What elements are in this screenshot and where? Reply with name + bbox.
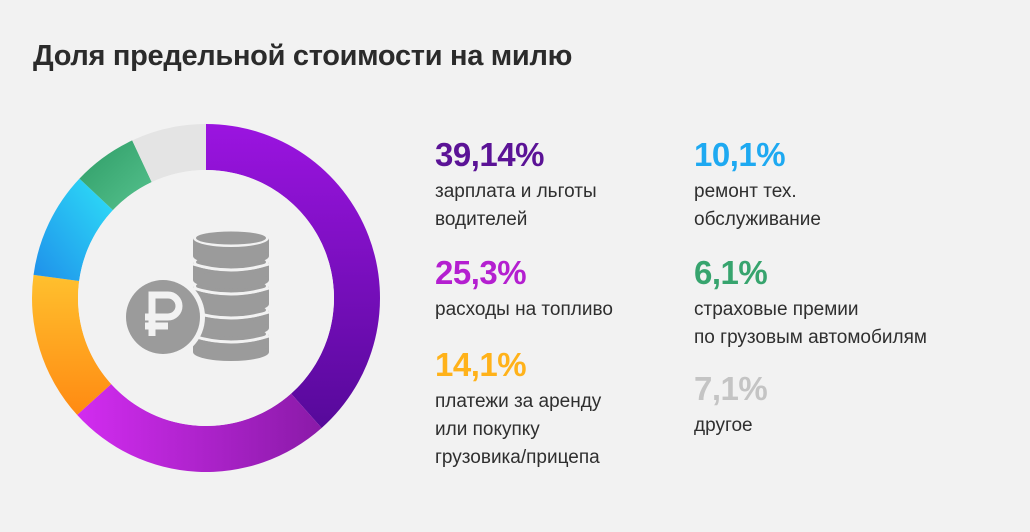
stat-fuel-label: расходы на топливо: [435, 299, 613, 320]
donut-slice-2: [77, 383, 322, 472]
ruble-coins-icon: [121, 229, 270, 361]
stat-salary-percent: 39,14%: [435, 136, 544, 173]
stat-repair-percent: 10,1%: [694, 136, 786, 173]
donut-slice-5: [79, 140, 152, 211]
stat-salary-label: зарплата и льготы водителей: [435, 181, 597, 230]
stat-other: 7,1% другое: [694, 370, 994, 440]
chart-title: Доля предельной стоимости на милю: [33, 40, 573, 72]
stat-repair-label: ремонт тех. обслуживание: [694, 181, 821, 230]
stat-lease-label: платежи за аренду или покупку грузовика/…: [435, 391, 602, 468]
stat-insurance-label: страховые премии по грузовым автомобилям: [694, 299, 927, 348]
stat-other-label: другое: [694, 415, 753, 436]
stat-salary: 39,14% зарплата и льготы водителей: [435, 136, 735, 234]
stat-insurance: 6,1% страховые премии по грузовым автомо…: [694, 254, 994, 352]
stat-fuel: 25,3% расходы на топливо: [435, 254, 735, 324]
donut-chart: [32, 124, 381, 472]
donut-slice-4: [33, 178, 113, 281]
donut-slice-6: [132, 124, 206, 183]
stat-repair: 10,1% ремонт тех. обслуживание: [694, 136, 994, 234]
stat-lease-percent: 14,1%: [435, 346, 527, 383]
donut-slice-1: [206, 124, 381, 429]
stat-fuel-percent: 25,3%: [435, 254, 527, 291]
stat-insurance-percent: 6,1%: [694, 254, 768, 291]
donut-slice-3: [32, 274, 112, 415]
stat-lease: 14,1% платежи за аренду или покупку груз…: [435, 346, 735, 472]
stat-other-percent: 7,1%: [694, 370, 768, 407]
